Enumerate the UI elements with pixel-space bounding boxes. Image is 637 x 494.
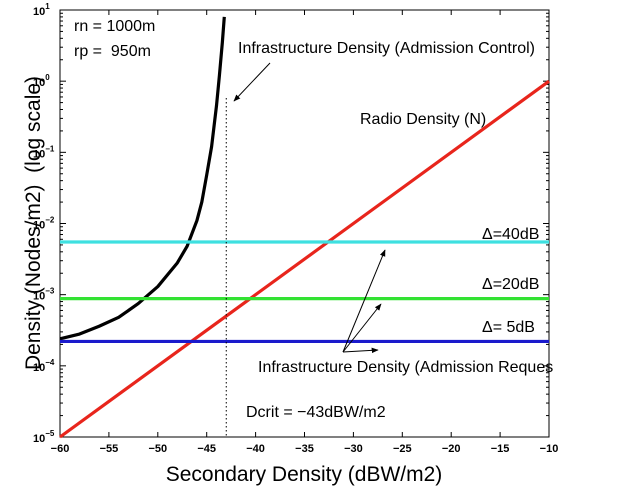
arrow-request-5db xyxy=(342,347,379,354)
y-tick-label: 10−3 xyxy=(33,287,55,303)
plot-area xyxy=(59,9,550,438)
x-tick-label: −10 xyxy=(540,443,559,455)
x-tick-label: −55 xyxy=(100,443,119,455)
arrow-request-20db xyxy=(342,303,382,353)
label-dcrit: Dcrit = −43dBW/m2 xyxy=(246,404,386,421)
y-tick-label: 100 xyxy=(33,73,50,89)
param-rp: rp = 950m xyxy=(74,43,151,60)
x-tick-label: −30 xyxy=(344,443,363,455)
label-delta-5db: Δ= 5dB xyxy=(482,319,535,336)
y-tick-label: 10−2 xyxy=(33,216,55,232)
x-tick-label: −45 xyxy=(197,443,216,455)
x-tick-label: −50 xyxy=(148,443,167,455)
y-tick-label: 101 xyxy=(33,2,50,18)
x-tick-label: −35 xyxy=(295,443,314,455)
x-tick-label: −20 xyxy=(442,443,461,455)
y-tick-label: 10−5 xyxy=(33,429,55,445)
label-radio-density: Radio Density (N) xyxy=(360,111,486,128)
arrow-admission-control xyxy=(233,62,271,102)
arrow-request-40db xyxy=(342,249,386,353)
series-group xyxy=(59,16,550,439)
y-tick-label: 10−1 xyxy=(33,144,55,160)
param-rn: rn = 1000m xyxy=(74,18,155,35)
axis-ticks: −60 −55 −50 −45 −40 −35 −30 −25 −20 −15 −10 10−5 10−… xyxy=(33,2,558,455)
label-delta-20db: Δ=20dB xyxy=(482,276,539,293)
series-line-radio-density-n xyxy=(59,79,550,439)
label-delta-40db: Δ=40dB xyxy=(482,226,539,243)
x-tick-label: −40 xyxy=(246,443,265,455)
label-admission-request: Infrastructure Density (Admission Reques xyxy=(258,359,553,376)
x-tick-label: −25 xyxy=(393,443,412,455)
y-tick-label: 10−4 xyxy=(33,358,55,374)
label-admission-control: Infrastructure Density (Admission Contro… xyxy=(238,40,535,57)
x-axis-label: Secondary Density (dBW/m2) xyxy=(166,463,443,486)
x-tick-label: −15 xyxy=(491,443,510,455)
x-tick-label: −60 xyxy=(51,443,70,455)
y-axis-label: Density (Nodes/m2) (log scale) xyxy=(22,76,45,370)
series-line-infrastructure-density-admission-control xyxy=(59,16,226,341)
